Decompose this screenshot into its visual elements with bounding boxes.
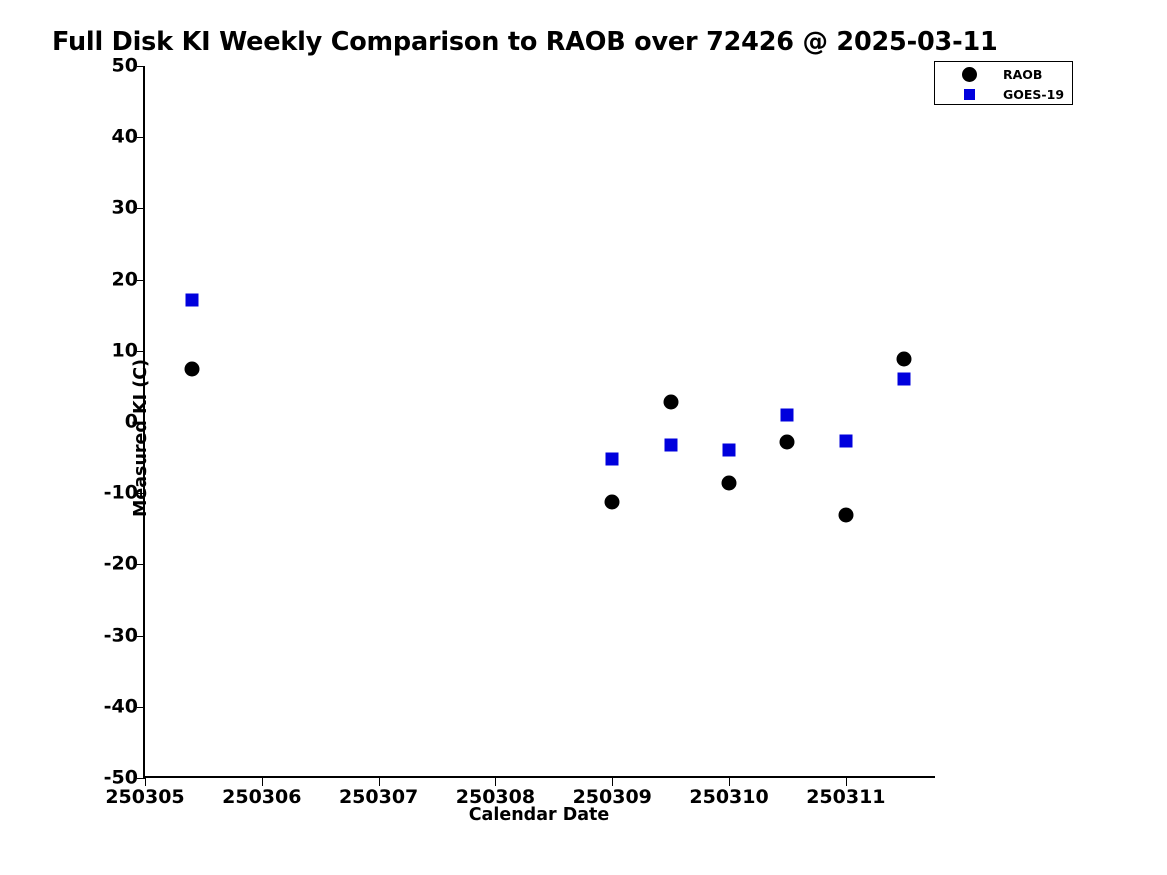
data-point-goes-19: [185, 293, 199, 307]
y-axis-tick: [137, 350, 145, 352]
legend-circle-icon: [961, 66, 977, 82]
y-axis-tick: [137, 66, 145, 67]
legend-label: GOES-19: [1003, 86, 1065, 102]
x-axis-title: Calendar Date: [468, 805, 610, 825]
legend-item-raob: RAOB: [935, 64, 1072, 84]
data-point-goes-19: [664, 438, 678, 452]
x-axis-tick: [845, 776, 847, 786]
x-axis-tick: [612, 776, 614, 786]
x-axis-tick: [495, 776, 497, 786]
data-point-raob: [779, 434, 795, 450]
data-point-goes-19: [605, 452, 619, 466]
chart-title: Full Disk KI Weekly Comparison to RAOB o…: [52, 27, 998, 57]
y-axis-tick-label: 0: [124, 410, 138, 433]
data-point-raob: [896, 351, 912, 367]
y-axis-tick-label: 30: [111, 196, 138, 219]
y-axis-tick-label: -10: [103, 481, 138, 504]
x-axis-tick: [729, 776, 731, 786]
data-point-raob: [838, 507, 854, 523]
x-axis-tick-label: 250305: [105, 786, 185, 808]
data-point-goes-19: [722, 443, 736, 457]
y-axis-tick-label: 40: [111, 125, 138, 148]
legend-label: RAOB: [1003, 66, 1043, 82]
data-point-goes-19: [780, 408, 794, 422]
y-axis-tick: [137, 208, 145, 210]
y-axis-tick-label: 50: [111, 54, 138, 77]
data-point-raob: [604, 494, 620, 510]
data-point-goes-19: [897, 372, 911, 386]
y-axis-tick-label: -40: [103, 695, 138, 718]
x-axis-tick-label: 250310: [689, 786, 769, 808]
y-axis-tick: [137, 493, 145, 495]
y-axis-tick: [137, 706, 145, 708]
data-point-goes-19: [839, 434, 853, 447]
y-axis-tick-label: -30: [103, 624, 138, 647]
y-axis-tick: [137, 778, 145, 779]
x-axis-tick-label: 250308: [455, 786, 536, 808]
x-axis-tick: [261, 776, 263, 786]
x-axis-tick: [378, 776, 380, 786]
y-axis-tick: [137, 137, 145, 139]
x-axis-tick-label: 250311: [806, 786, 886, 808]
y-axis-tick-label: 10: [111, 339, 138, 362]
chart-legend: RAOB GOES-19: [934, 61, 1073, 105]
y-axis-tick: [137, 564, 145, 566]
data-point-raob: [721, 475, 737, 491]
x-axis-tick: [145, 776, 146, 786]
y-axis-tick: [137, 422, 145, 423]
x-axis-tick-label: 250307: [338, 786, 419, 808]
data-point-raob: [184, 361, 200, 377]
legend-square-icon: [963, 88, 975, 100]
legend-marker-cell: [935, 66, 1003, 82]
legend-item-goes-19: GOES-19: [935, 84, 1072, 104]
y-axis-tick-label: 20: [111, 268, 138, 291]
x-axis-tick-label: 250309: [572, 786, 652, 808]
y-axis-tick-label: -50: [103, 766, 138, 789]
legend-marker-cell: [935, 88, 1003, 100]
y-axis-tick-label: -20: [103, 552, 138, 575]
y-axis-tick: [137, 635, 145, 637]
y-axis-tick: [137, 279, 145, 281]
data-point-raob: [663, 394, 679, 410]
x-axis-tick-label: 250306: [222, 786, 302, 808]
plot-area: 50 40 30 20 10 0 -10 -20 -30 -40 -50 250305 250306 2…: [104, 56, 935, 807]
